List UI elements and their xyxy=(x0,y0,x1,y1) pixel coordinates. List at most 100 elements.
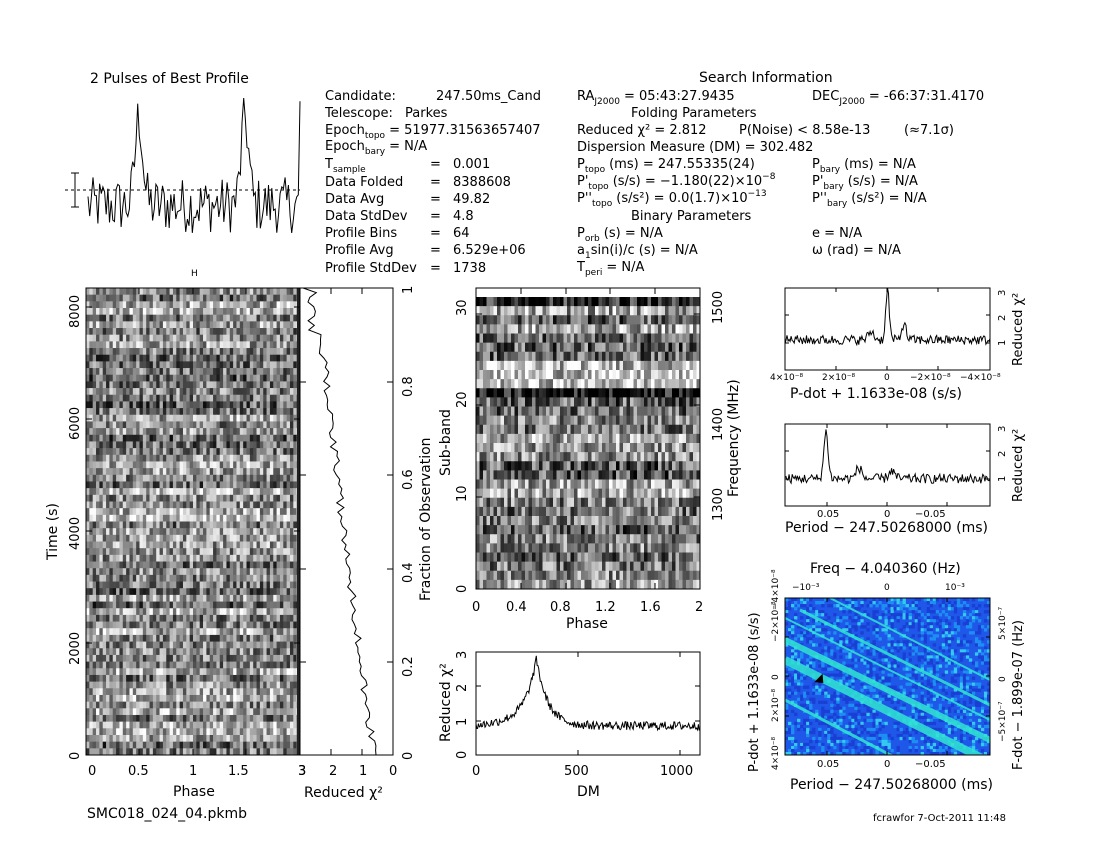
subband-pixel xyxy=(563,306,568,316)
time-phase-pixel xyxy=(136,681,140,689)
time-phase-pixel xyxy=(129,514,134,522)
time-phase-pixel xyxy=(293,321,298,329)
time-phase-pixel xyxy=(259,334,264,342)
time-phase-pixel xyxy=(263,381,267,389)
time-phase-pixel xyxy=(106,348,110,356)
time-phase-pixel xyxy=(236,708,241,716)
time-phase-pixel xyxy=(142,414,147,422)
time-phase-pixel xyxy=(132,574,137,582)
time-phase-pixel xyxy=(203,541,207,549)
time-phase-pixel xyxy=(186,514,191,522)
time-phase-pixel xyxy=(129,748,134,756)
time-phase-pixel xyxy=(156,634,160,642)
time-phase-pixel xyxy=(289,668,294,676)
time-phase-pixel xyxy=(289,408,294,416)
time-phase-pixel xyxy=(239,294,244,302)
time-phase-pixel xyxy=(179,574,184,582)
time-phase-pixel xyxy=(249,694,254,703)
subband-pixel xyxy=(640,333,645,344)
time-phase-pixel xyxy=(162,574,167,582)
subband-pixel xyxy=(591,333,596,344)
time-phase-pixel xyxy=(239,408,244,416)
time-phase-pixel xyxy=(112,381,117,389)
time-phase-pixel xyxy=(96,541,100,549)
time-phase-pixel xyxy=(176,694,181,703)
time-phase-pixel xyxy=(86,694,90,703)
time-phase-pixel xyxy=(196,448,201,456)
time-phase-pixel xyxy=(132,448,137,456)
time-phase-pixel xyxy=(112,694,117,703)
time-phase-pixel xyxy=(92,388,97,396)
time-phase-pixel xyxy=(216,574,221,582)
time-phase-pixel xyxy=(226,748,231,756)
time-phase-pixel xyxy=(196,721,201,729)
time-phase-pixel xyxy=(236,334,241,342)
time-phase-pixel xyxy=(216,428,221,436)
time-phase-pixel xyxy=(286,681,291,689)
subband-pixel xyxy=(598,342,603,353)
time-phase-pixel xyxy=(169,374,174,382)
time-phase-pixel xyxy=(196,528,201,536)
time-phase-pixel xyxy=(182,294,187,302)
time-phase-pixel xyxy=(273,608,277,616)
time-phase-pixel xyxy=(239,314,244,322)
time-phase-pixel xyxy=(203,314,207,322)
time-phase-pixel xyxy=(106,688,110,696)
time-phase-pixel xyxy=(273,288,277,296)
time-phase-pixel xyxy=(179,648,184,656)
time-phase-pixel xyxy=(156,328,160,336)
time-phase-pixel xyxy=(132,648,137,656)
subband-pixel xyxy=(668,342,673,353)
time-phase-pixel xyxy=(249,454,254,462)
subband-pixel xyxy=(521,333,526,344)
time-phase-pixel xyxy=(169,614,174,622)
time-phase-pixel xyxy=(186,388,191,396)
time-phase-pixel xyxy=(216,401,221,409)
time-phase-pixel xyxy=(193,728,197,736)
time-phase-pixel xyxy=(176,554,181,562)
time-phase-pixel xyxy=(176,454,181,462)
time-phase-pixel xyxy=(102,361,107,369)
subband-pixel xyxy=(588,324,592,334)
time-phase-pixel xyxy=(102,528,107,536)
time-phase-pixel xyxy=(243,568,247,576)
time-phase-pixel xyxy=(152,328,157,336)
time-phase-pixel xyxy=(129,641,134,649)
time-phase-pixel xyxy=(249,741,254,749)
time-phase-pixel xyxy=(253,354,257,362)
time-phase-pixel xyxy=(233,588,237,596)
time-phase-pixel xyxy=(256,301,261,309)
time-phase-pixel xyxy=(116,534,120,542)
time-phase-pixel xyxy=(142,494,147,502)
time-phase-pixel xyxy=(156,554,160,562)
time-phase-pixel xyxy=(256,354,261,362)
time-phase-pixel xyxy=(209,501,214,509)
time-phase-pixel xyxy=(206,568,211,576)
time-phase-pixel xyxy=(209,714,214,723)
time-phase-pixel xyxy=(129,734,134,743)
time-phase-pixel xyxy=(253,541,257,549)
subband-pixel xyxy=(640,306,645,316)
time-phase-pixel xyxy=(156,361,160,369)
subband-pixel xyxy=(654,342,659,353)
time-phase-pixel xyxy=(142,648,147,656)
time-phase-pixel xyxy=(132,714,137,723)
time-phase-pixel xyxy=(92,468,97,476)
time-phase-pixel xyxy=(176,521,181,529)
subband-pixel xyxy=(661,315,666,325)
time-phase-pixel xyxy=(243,708,247,716)
time-phase-pixel xyxy=(256,674,261,683)
subband-pixel xyxy=(486,324,491,334)
time-phase-pixel xyxy=(266,728,271,736)
subband-pixel xyxy=(675,324,680,334)
time-phase-pixel xyxy=(169,334,174,342)
time-phase-pixel xyxy=(279,414,284,422)
time-phase-pixel xyxy=(166,308,170,316)
time-phase-pixel xyxy=(216,394,221,402)
time-phase-pixel xyxy=(162,414,167,422)
time-phase-pixel xyxy=(106,541,110,549)
time-phase-pixel xyxy=(159,321,164,329)
time-phase-pixel xyxy=(266,328,271,336)
time-phase-pixel xyxy=(172,368,177,376)
time-phase-pixel xyxy=(109,748,114,756)
